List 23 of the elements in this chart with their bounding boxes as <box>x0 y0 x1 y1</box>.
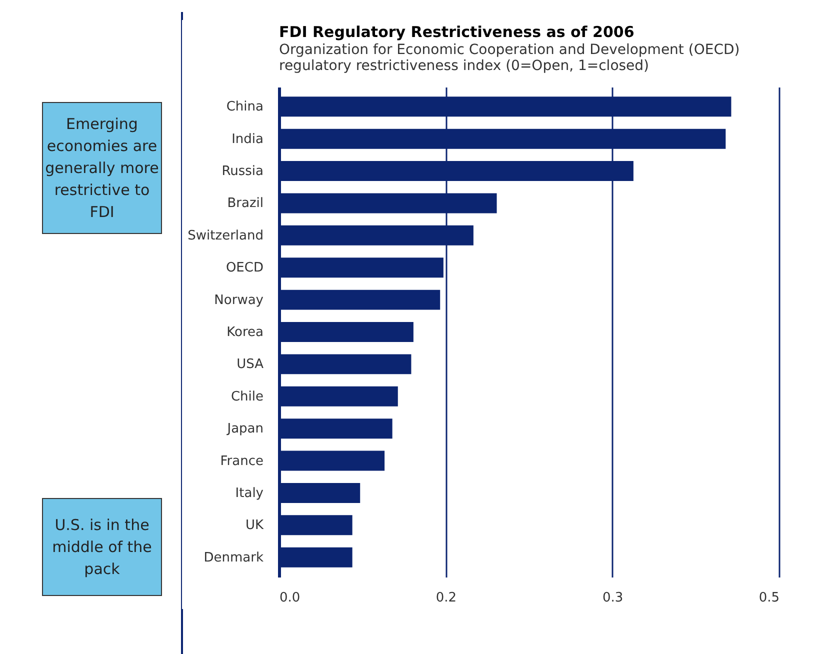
y-tick-label: USA <box>236 357 264 372</box>
y-tick-label: Italy <box>235 486 264 501</box>
text: Emerging economies are generally more restrictive to FDI <box>42 102 162 234</box>
y-tick-label: France <box>220 454 264 469</box>
y-tick-label: Norway <box>214 292 264 308</box>
y-tick-label: UK <box>245 518 264 534</box>
text: U.S. is in the middle of the pack <box>42 498 162 596</box>
y-tick-label: Korea <box>226 325 264 340</box>
y-tick-label: Denmark <box>204 550 264 566</box>
x-tick-label: 0.2 <box>436 590 457 606</box>
y-tick-label: Brazil <box>227 196 264 212</box>
y-tick-label: Switzerland <box>188 228 264 244</box>
y-tick-label: India <box>232 132 264 147</box>
chart-subtitle: Organization for Economic Cooperation and Development (OECD) regulatory restrictiveness index (0=Open, 1=closed) <box>279 42 740 74</box>
chart-title: FDI Regulatory Restrictiveness as of 2006 <box>279 23 634 41</box>
y-tick-label: Russia <box>222 164 264 180</box>
y-tick-label: OECD <box>226 260 264 276</box>
x-tick-label: 0.3 <box>602 590 624 606</box>
x-tick-label: 0.0 <box>280 590 300 606</box>
y-tick-label: Chile <box>230 389 264 404</box>
y-tick-label: Japan <box>226 422 264 437</box>
x-tick-label: 0.5 <box>758 590 780 606</box>
y-tick-label: China <box>226 100 264 115</box>
